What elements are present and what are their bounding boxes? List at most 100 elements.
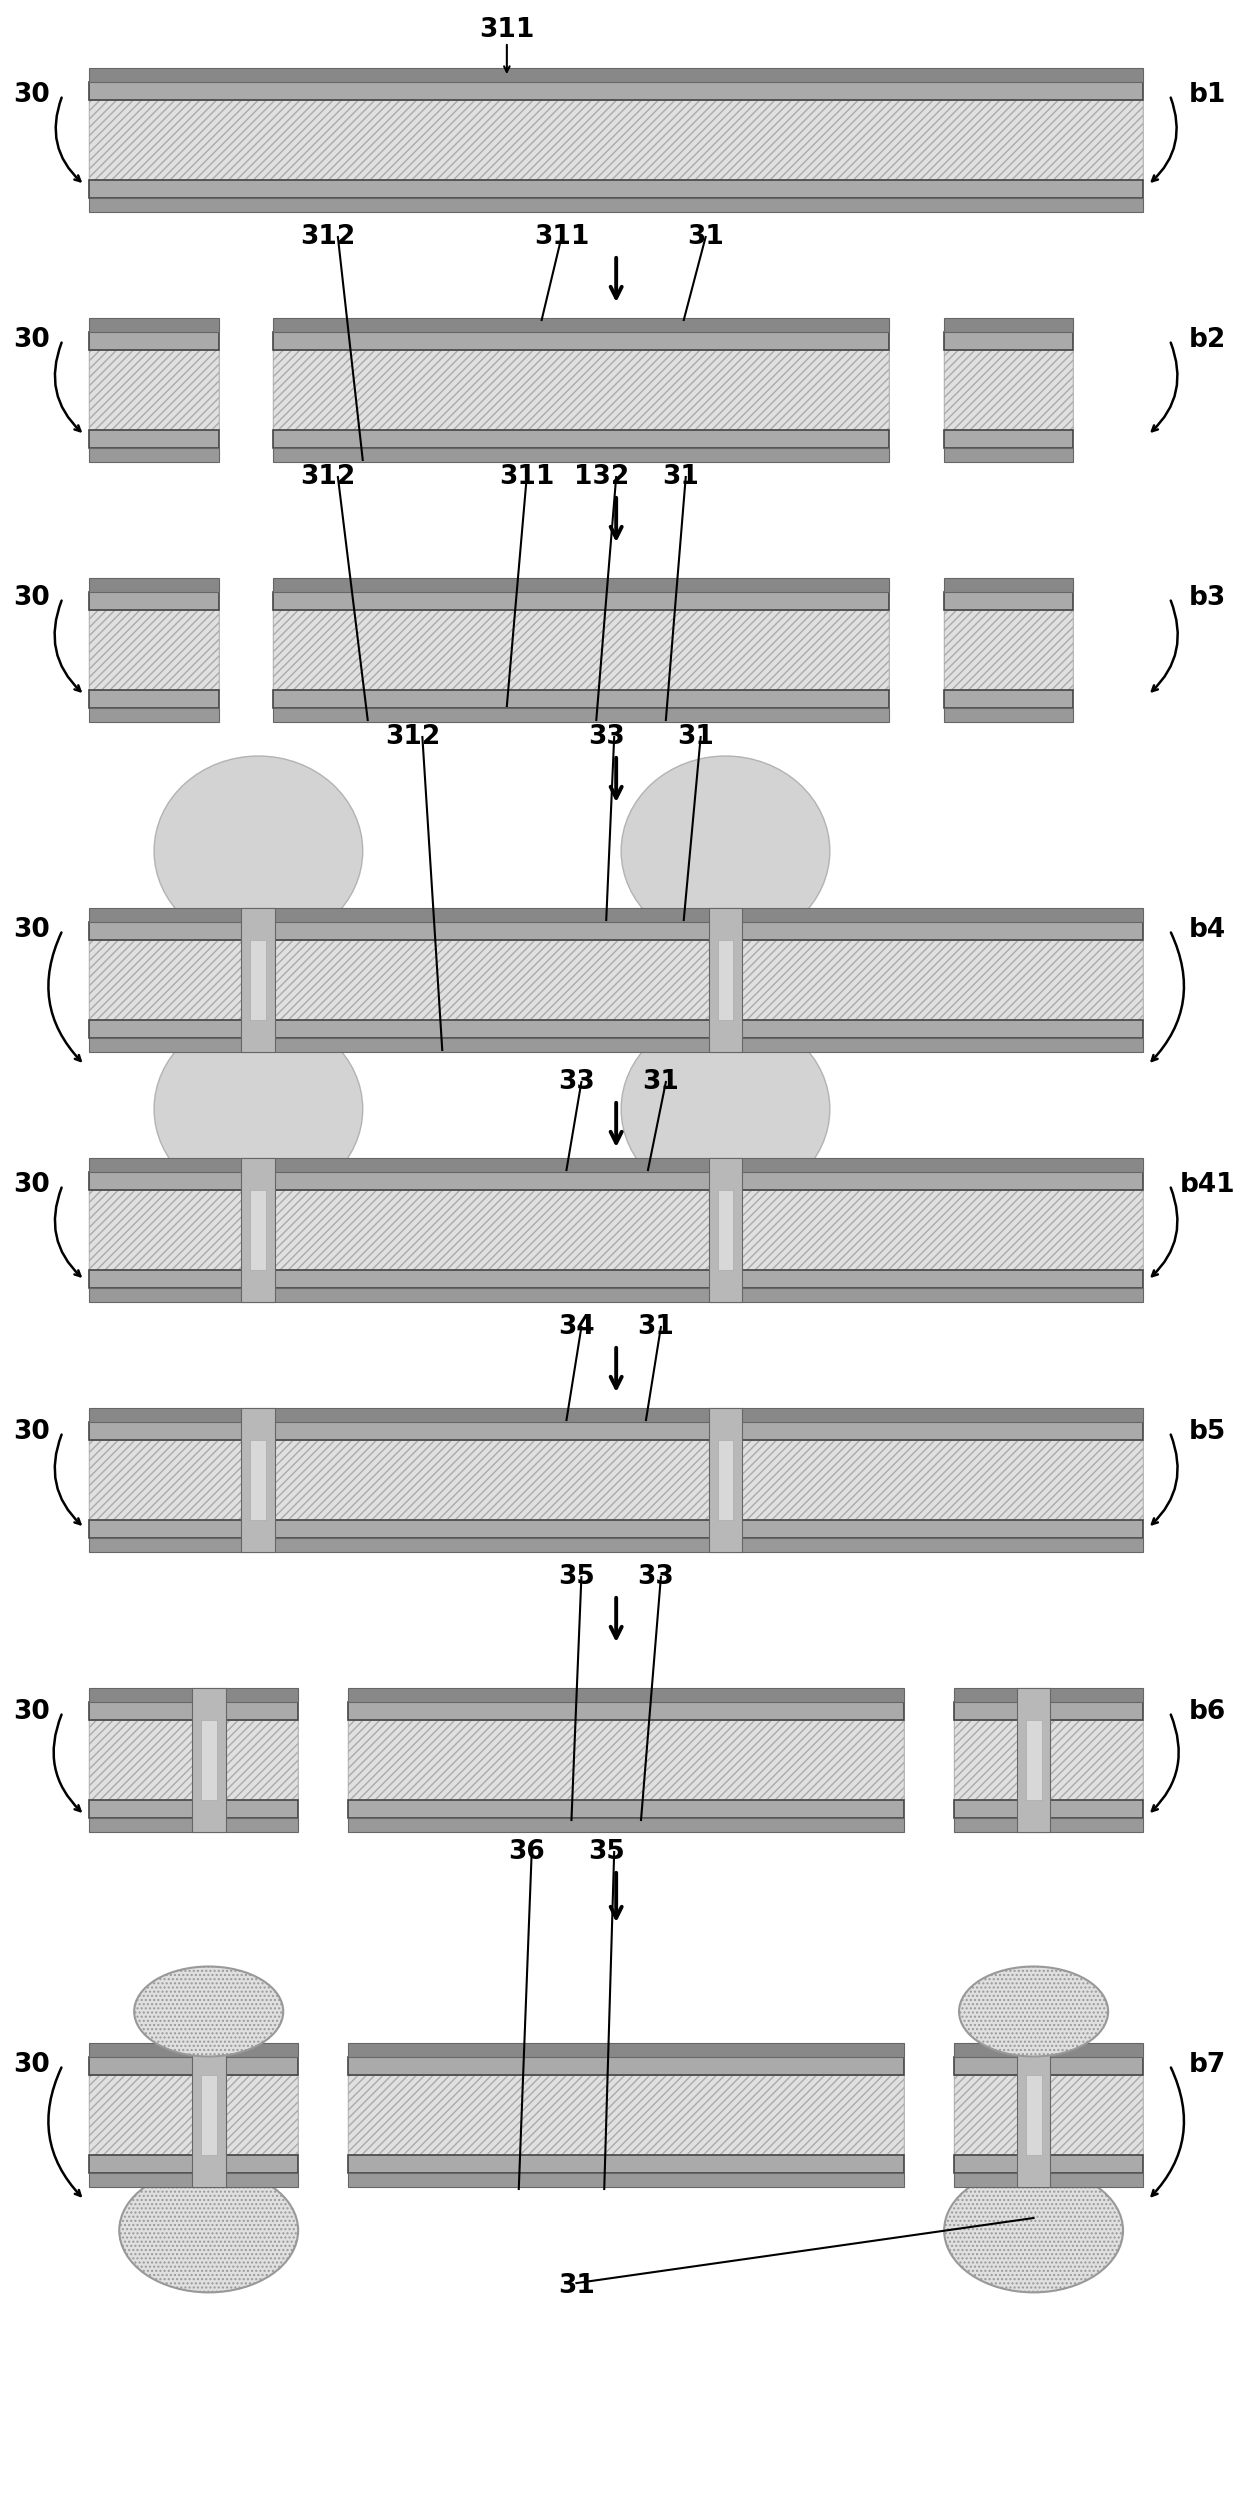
Bar [273,350,890,430]
Bar [89,1172,1143,1189]
Bar [954,2076,1143,2156]
Bar [273,610,890,689]
Bar [944,689,1073,707]
Bar [89,939,1143,1019]
Bar [944,592,1073,610]
Bar [347,1801,905,1819]
Bar [347,2076,905,2156]
Bar [954,1819,1143,1831]
Bar [89,1539,1143,1551]
Bar [954,2056,1143,2076]
Bar [242,1159,276,1301]
Bar [347,1819,905,1831]
Bar [89,922,1143,939]
Ellipse shape [154,757,362,947]
Bar [192,1689,226,1831]
Text: b7: b7 [1189,2051,1226,2078]
Bar [347,1721,905,1801]
Text: 36: 36 [509,1839,545,1866]
Text: 33: 33 [588,724,624,749]
Bar [89,197,1143,212]
Bar [192,2043,226,2188]
Bar [944,610,1073,689]
Bar [89,2173,298,2188]
Bar [89,610,218,689]
Bar [347,1701,905,1721]
Ellipse shape [959,1966,1108,2056]
Bar [347,2076,905,2156]
Bar [347,2043,905,2056]
Bar [89,1819,298,1831]
Bar [717,1189,733,1269]
Bar [717,1439,733,1519]
Bar [89,2056,298,2076]
Bar [273,350,890,430]
Bar [89,67,1143,82]
Text: b5: b5 [1189,1419,1226,1444]
Text: 312: 312 [300,225,356,250]
Bar [201,2076,217,2156]
Bar [89,1439,1143,1519]
Bar [89,1189,1143,1269]
Ellipse shape [944,2168,1123,2293]
Text: 35: 35 [558,1564,594,1591]
Bar [954,2156,1143,2173]
Text: b41: b41 [1180,1172,1235,1199]
Bar [954,2076,1143,2156]
Text: 31: 31 [638,1314,674,1339]
Bar [717,939,733,1019]
Bar [89,100,1143,180]
Bar [944,577,1073,592]
Bar [944,350,1073,430]
Text: 33: 33 [638,1564,674,1591]
Bar [89,577,218,592]
Bar [201,1721,217,1801]
Ellipse shape [622,757,830,947]
Bar [89,1159,1143,1172]
Bar [89,1721,298,1801]
Bar [709,1159,742,1301]
Text: 30: 30 [14,917,50,944]
Bar [89,332,218,350]
Bar [89,689,218,707]
Bar [242,907,276,1052]
Bar [944,317,1073,332]
Bar [89,907,1143,922]
Bar [1016,2043,1050,2188]
Bar [347,1689,905,1701]
Text: 132: 132 [573,465,629,490]
Bar [89,1421,1143,1439]
Text: 311: 311 [534,225,589,250]
Text: 311: 311 [479,17,535,42]
Bar [89,1721,298,1801]
Bar [251,939,267,1019]
Ellipse shape [134,1966,283,2056]
Bar [347,2156,905,2173]
Text: 30: 30 [14,585,50,612]
Text: 311: 311 [499,465,555,490]
Text: 35: 35 [588,1839,624,1866]
Bar [89,1689,298,1701]
Bar [89,2076,298,2156]
Text: 33: 33 [558,1069,594,1094]
Text: 30: 30 [14,82,50,107]
Bar [1016,1689,1050,1831]
Bar [89,447,218,462]
Bar [89,180,1143,197]
Bar [1025,1721,1041,1801]
Text: 31: 31 [663,465,699,490]
Text: 30: 30 [14,1699,50,1726]
Bar [89,1519,1143,1539]
Ellipse shape [119,2168,298,2293]
Bar [954,2043,1143,2056]
Bar [89,1801,298,1819]
Bar [273,447,890,462]
Bar [944,707,1073,722]
Bar [89,1701,298,1721]
Bar [709,907,742,1052]
Bar [89,100,1143,180]
Bar [89,1019,1143,1039]
Bar [273,610,890,689]
Text: 30: 30 [14,1419,50,1444]
Bar [347,2173,905,2188]
